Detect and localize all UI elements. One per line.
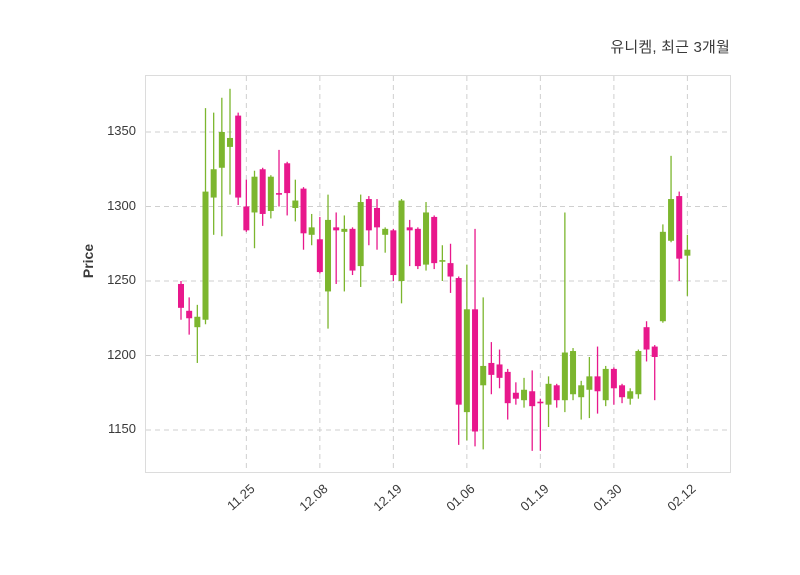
candle-body-down — [447, 263, 454, 277]
x-tick-label: 01.19 — [517, 481, 552, 514]
candle-body-up — [602, 368, 609, 401]
candle-body-up — [521, 389, 528, 401]
candle-body-down — [235, 115, 242, 198]
candle-body-up — [341, 228, 348, 232]
candle-body-up — [308, 227, 315, 235]
candle-body-down — [594, 376, 601, 392]
candle-body-down — [496, 364, 503, 378]
x-tick-label: 11.25 — [223, 481, 258, 514]
candle-body-up — [423, 212, 430, 265]
candle-body-up — [586, 376, 593, 390]
candle-body-up — [480, 365, 487, 386]
y-tick-label: 1150 — [108, 421, 136, 436]
candle-body-up — [561, 352, 568, 401]
y-tick-label: 1350 — [107, 123, 136, 138]
candle-body-down — [178, 283, 184, 308]
candle-body-down — [316, 239, 323, 273]
candle-body-down — [488, 362, 495, 375]
candle-body-up — [668, 199, 675, 241]
candle-body-up — [218, 132, 225, 168]
y-tick-label: 1300 — [107, 197, 136, 213]
candle-body-down — [455, 278, 462, 405]
candle-body-down — [243, 206, 250, 231]
candle-body-down — [512, 392, 519, 399]
candle-body-down — [537, 401, 544, 404]
x-tick-label: 01.06 — [443, 481, 478, 514]
candle-body-up — [570, 351, 577, 395]
candle-body-down — [619, 385, 626, 398]
candle-body-up — [325, 219, 332, 292]
candle-body-up — [463, 309, 470, 413]
candle-body-up — [635, 351, 642, 395]
candle-body-down — [276, 193, 283, 195]
candle-body-up — [659, 231, 666, 322]
x-tick-label: 02.12 — [664, 481, 699, 514]
candle-body-down — [431, 216, 438, 264]
x-tick-label: 01.30 — [590, 481, 625, 514]
candle-body-up — [382, 228, 389, 235]
y-tick-label: 1200 — [107, 346, 136, 362]
candle-body-down — [333, 227, 340, 231]
candle-body-down — [406, 227, 413, 231]
candle-body-down — [300, 188, 307, 234]
candle-body-down — [349, 228, 356, 271]
candle-body-down — [529, 391, 536, 407]
x-tick-label: 12.08 — [296, 481, 331, 514]
candlestick-svg — [146, 76, 730, 472]
candle-body-down — [504, 371, 511, 404]
x-tick-label: 12.19 — [370, 481, 405, 514]
candle-body-down — [610, 368, 617, 389]
candle-body-down — [553, 385, 560, 401]
candle-body-down — [259, 169, 266, 214]
candle-body-up — [292, 200, 299, 208]
candle-body-up — [202, 191, 209, 320]
candle-body-up — [439, 260, 446, 262]
candle-body-down — [374, 207, 381, 228]
candle-body-up — [578, 385, 585, 398]
candle-body-down — [414, 228, 421, 267]
candle-body-up — [210, 169, 217, 198]
candle-body-up — [684, 249, 691, 256]
candle-body-down — [676, 196, 683, 259]
chart-title: 유니켐, 최근 3개월 — [610, 39, 730, 56]
candle-body-up — [227, 137, 234, 147]
candle-body-down — [390, 230, 397, 276]
candle-body-up — [267, 176, 274, 211]
candle-body-up — [251, 176, 258, 213]
candle-body-down — [472, 309, 479, 432]
candle-body-up — [194, 316, 201, 328]
y-tick-label: 1250 — [107, 272, 136, 287]
plot-area — [145, 75, 731, 473]
candle-body-up — [545, 383, 552, 405]
candle-body-up — [357, 202, 364, 267]
candle-body-down — [365, 199, 372, 231]
candle-body-up — [627, 391, 634, 399]
candle-body-down — [643, 327, 650, 350]
candle-body-down — [186, 310, 193, 319]
candle-body-down — [284, 163, 291, 194]
candle-body-up — [398, 200, 405, 281]
candle-body-down — [651, 346, 658, 357]
